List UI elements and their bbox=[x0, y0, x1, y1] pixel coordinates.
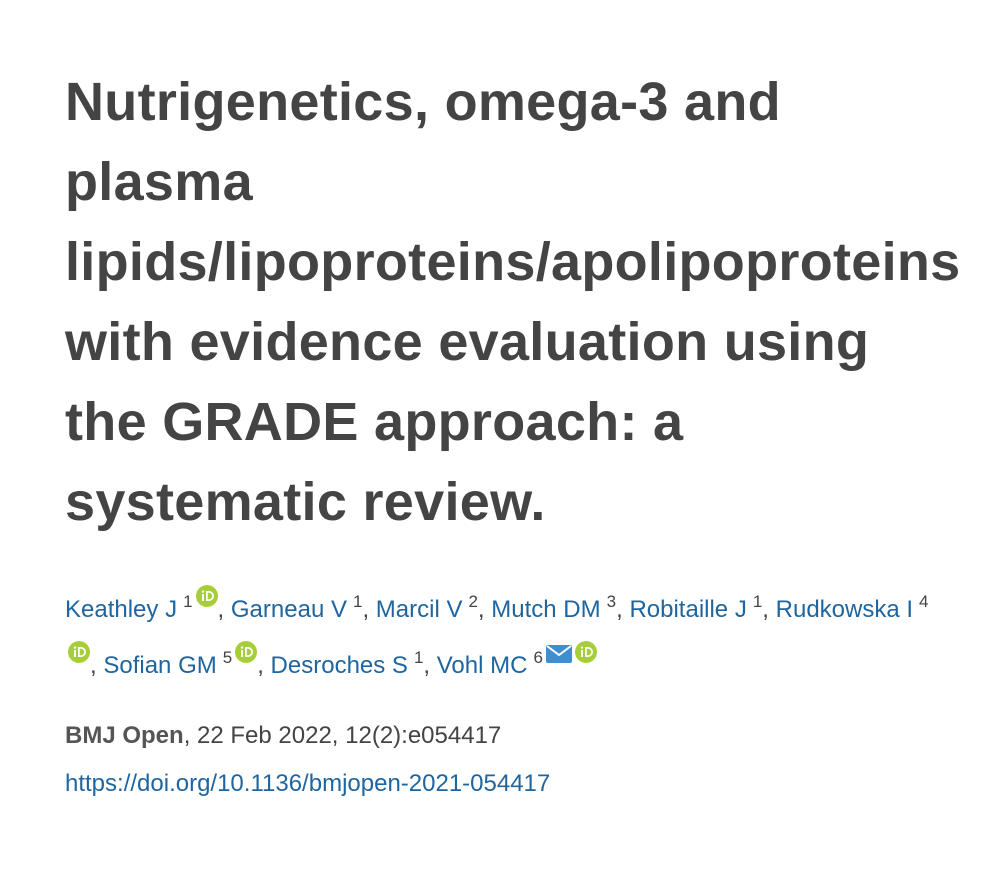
article-title: Nutrigenetics, omega-3 and plasma lipids… bbox=[65, 72, 961, 532]
author-name[interactable]: Vohl MC bbox=[436, 652, 528, 679]
author-name[interactable]: Rudkowska I bbox=[775, 596, 914, 623]
affiliation-number: 6 bbox=[533, 648, 543, 667]
author-entry: Keathley J 1, bbox=[65, 585, 225, 623]
orcid-dot bbox=[73, 646, 77, 649]
citation-details: , 22 Feb 2022, 12(2):e054417 bbox=[183, 722, 502, 749]
author-entry: Sofian GM 5, bbox=[103, 641, 264, 679]
orcid-icon bbox=[195, 585, 218, 607]
citation: BMJ Open, 22 Feb 2022, 12(2):e054417 bbox=[65, 712, 965, 760]
orcid-dot bbox=[201, 590, 204, 593]
affiliation-number: 5 bbox=[222, 648, 233, 667]
orcid-icon bbox=[235, 641, 258, 663]
author-entry: Rudkowska I 4, bbox=[65, 592, 929, 679]
author-entry: Vohl MC 6 bbox=[436, 641, 597, 679]
author-separator: , bbox=[217, 596, 225, 623]
author-name[interactable]: Keathley J bbox=[65, 596, 178, 623]
author-name[interactable]: Sofian GM bbox=[103, 652, 217, 679]
author-list: Keathley J 1, Garneau V 1, Marcil V 2, Mutc… bbox=[65, 578, 945, 690]
orcid-i bbox=[74, 650, 76, 657]
author-name[interactable]: Mutch DM bbox=[491, 596, 601, 623]
email-icon bbox=[545, 645, 572, 663]
orcid-icon bbox=[68, 641, 90, 663]
affiliation-number: 4 bbox=[919, 592, 929, 611]
orcid-dot bbox=[241, 646, 244, 649]
affiliation-number: 1 bbox=[752, 592, 763, 611]
author-separator: , bbox=[362, 596, 370, 623]
author-separator: , bbox=[616, 596, 623, 623]
author-separator: , bbox=[90, 652, 97, 679]
author-entry: Mutch DM 3, bbox=[491, 592, 623, 623]
author-name[interactable]: Desroches S bbox=[270, 652, 408, 679]
article-header: Nutrigenetics, omega-3 and plasma lipids… bbox=[65, 62, 965, 808]
orcid-i bbox=[201, 594, 204, 601]
author-entry: Marcil V 2, bbox=[375, 592, 485, 623]
orcid-d bbox=[205, 591, 214, 601]
orcid-i bbox=[580, 650, 583, 657]
affiliation-number: 1 bbox=[413, 648, 424, 667]
orcid-icon bbox=[574, 641, 597, 663]
author-separator: , bbox=[257, 652, 264, 679]
author-entry: Desroches S 1, bbox=[270, 648, 431, 679]
orcid-i bbox=[241, 650, 244, 657]
orcid-d bbox=[584, 647, 593, 657]
affiliation-number: 1 bbox=[352, 592, 363, 611]
author-separator: , bbox=[477, 596, 485, 623]
orcid-d bbox=[78, 647, 86, 657]
author-name[interactable]: Robitaille J bbox=[629, 596, 747, 623]
author-separator: , bbox=[423, 652, 431, 679]
author-entry: Robitaille J 1, bbox=[629, 592, 769, 623]
author-name[interactable]: Garneau V bbox=[230, 596, 347, 623]
envelope-flap bbox=[546, 645, 572, 657]
affiliation-number: 2 bbox=[468, 592, 478, 611]
source: BMJ Open, 22 Feb 2022, 12(2):e054417 htt… bbox=[65, 712, 965, 808]
doi-link[interactable]: https://doi.org/10.1136/bmjopen-2021-054… bbox=[65, 770, 551, 797]
author-name[interactable]: Marcil V bbox=[375, 596, 463, 623]
affiliation-number: 1 bbox=[183, 592, 193, 611]
orcid-d bbox=[245, 647, 254, 657]
author-separator: , bbox=[762, 596, 769, 623]
journal: BMJ Open bbox=[65, 722, 184, 749]
author-entry: Garneau V 1, bbox=[230, 592, 370, 623]
affiliation-number: 3 bbox=[606, 592, 617, 611]
orcid-dot bbox=[580, 646, 584, 649]
